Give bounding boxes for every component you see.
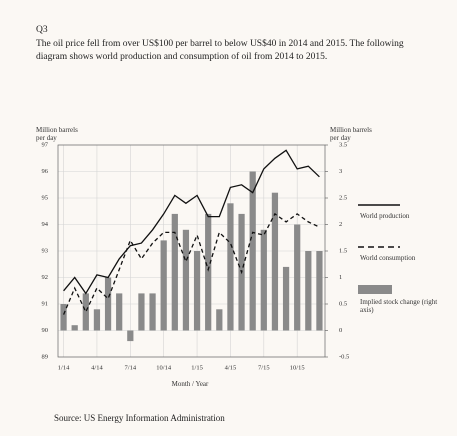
x-tick-label: 1/15 <box>191 364 203 371</box>
y-tick-label: 93 <box>42 247 49 254</box>
x-tick-label: 7/14 <box>125 364 137 371</box>
x-tick-label: 10/14 <box>156 364 172 371</box>
bar <box>116 293 123 331</box>
bar <box>260 229 267 331</box>
bar <box>249 171 256 331</box>
y2-tick-label: 3 <box>339 168 342 175</box>
bar <box>193 251 201 331</box>
y2-tick-label: 3.5 <box>339 141 347 148</box>
bar <box>305 251 312 331</box>
bar <box>82 293 89 331</box>
y2-tick-label: 0 <box>339 327 342 334</box>
bar <box>160 240 167 331</box>
y2-axis-label: Million barrels per day <box>330 126 372 142</box>
x-tick-label: 7/15 <box>258 364 270 371</box>
bar <box>216 309 223 331</box>
x-axis-label: Month / Year <box>171 380 209 388</box>
bar <box>205 213 212 331</box>
y2-tick-label: 2 <box>339 221 342 228</box>
bar <box>271 192 279 331</box>
x-tick-label: 4/14 <box>91 364 103 371</box>
y-tick-label: 91 <box>42 300 49 307</box>
legend-swatch <box>358 285 392 294</box>
y2-tick-label: 1.5 <box>339 247 347 254</box>
line <box>63 212 320 315</box>
legend-label: World consumption <box>360 254 416 262</box>
bar <box>171 213 178 331</box>
legend-label: Implied stock change (right axis) <box>360 298 438 314</box>
x-tick-label: 10/15 <box>290 364 305 371</box>
y-tick-label: 92 <box>42 274 49 281</box>
bar <box>138 293 145 331</box>
bar <box>93 309 101 331</box>
bar <box>182 229 190 331</box>
bar <box>294 224 301 331</box>
bar <box>316 251 323 331</box>
y-tick-label: 96 <box>42 168 49 175</box>
y-tick-label: 89 <box>42 353 49 360</box>
x-tick-label: 4/15 <box>225 364 237 371</box>
bar <box>104 277 112 331</box>
y-tick-label: 90 <box>42 327 49 334</box>
y-tick-label: 94 <box>42 221 49 228</box>
question-label: Q3 <box>36 25 48 35</box>
y2-tick-label: 1 <box>339 274 342 281</box>
bar <box>282 266 290 331</box>
bar <box>227 203 234 331</box>
y2-tick-label: 0.5 <box>339 300 347 307</box>
y2-tick-label: -0.5 <box>339 353 349 360</box>
bar <box>149 293 156 331</box>
plot-frame <box>57 144 326 358</box>
line <box>63 149 320 295</box>
y2-tick-label: 2.5 <box>339 194 347 201</box>
source-note: Source: US Energy Information Administra… <box>54 413 225 423</box>
y-tick-label: 95 <box>42 194 49 201</box>
question-text: The oil price fell from over US$100 per … <box>36 39 404 62</box>
legend-label: World production <box>360 212 410 220</box>
bar <box>60 304 67 331</box>
bar <box>71 325 78 331</box>
bar <box>127 330 134 342</box>
x-tick-label: 1/14 <box>58 364 70 371</box>
y-axis-label: Million barrels per day <box>36 126 78 142</box>
y-tick-label: 97 <box>42 141 49 148</box>
